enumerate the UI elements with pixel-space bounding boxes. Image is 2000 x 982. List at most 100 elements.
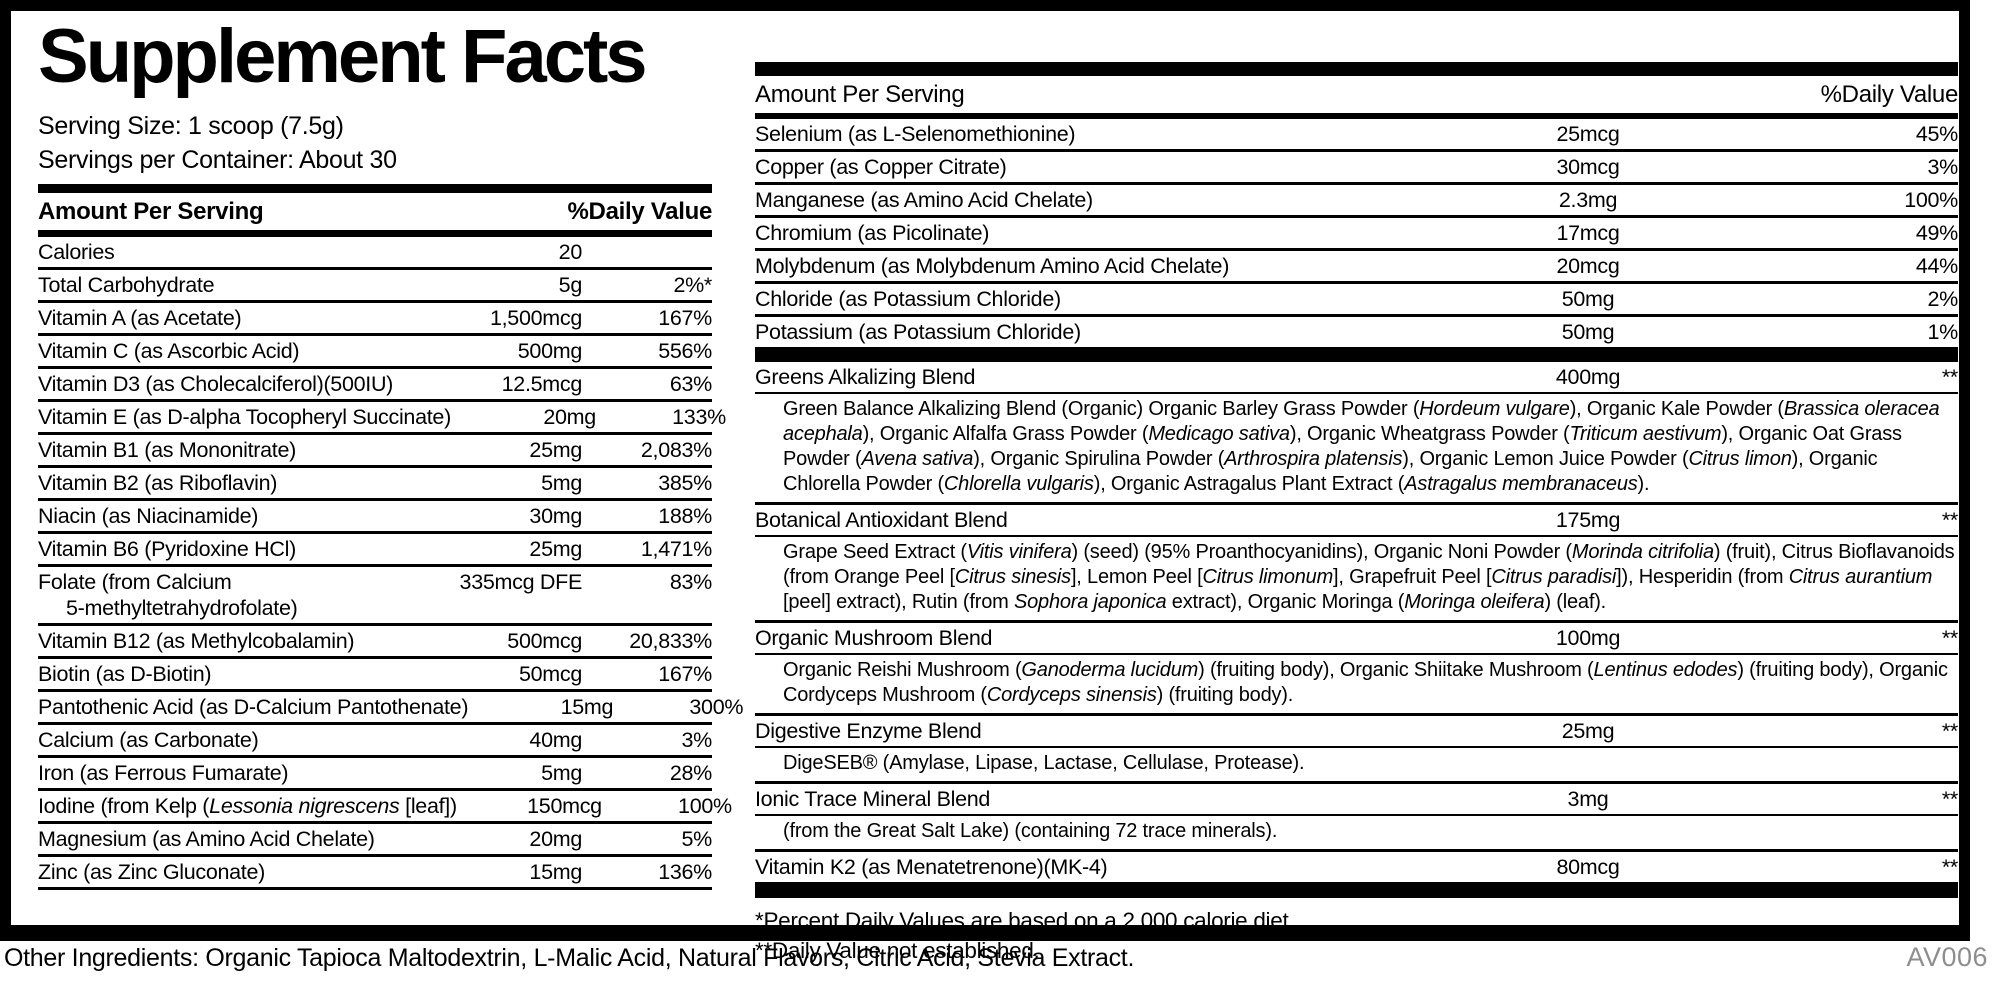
label-frame (0, 0, 1970, 941)
ingredient-daily-value: 100% (678, 794, 732, 819)
thick-divider (755, 885, 1958, 898)
ingredient-daily-value: 385% (658, 471, 712, 496)
ingredient-amount: 3mg (1567, 787, 1609, 811)
blend-description: (from the Great Salt Lake) (containing 7… (755, 816, 1958, 852)
ingredient-amount: 25mcg (1556, 122, 1620, 146)
ingredient-daily-value: ** (1941, 855, 1958, 879)
header-daily-value: %Daily Value (567, 198, 713, 226)
thick-divider (755, 62, 1958, 76)
table-row: Vitamin D3 (as Cholecalciferol)(500IU) 12… (38, 369, 712, 403)
right-nutrient-table: Selenium (as L-Selenomethionine) 25mcg 45%… (755, 119, 1958, 350)
table-row: Botanical Antioxidant Blend 175mg ** (755, 505, 1958, 537)
blend-description: Organic Reishi Mushroom (Ganoderma lucid… (755, 655, 1958, 716)
table-row: Niacin (as Niacinamide) 30mg 188% (38, 501, 712, 535)
ingredient-daily-value: 44% (1915, 254, 1958, 278)
ingredient-name: Vitamin B12 (as Methylcobalamin) (38, 629, 355, 654)
ingredient-amount: 25mg (529, 438, 582, 463)
table-row: Molybdenum (as Molybdenum Amino Acid Che… (755, 251, 1958, 284)
ingredient-amount: 50mg (1561, 320, 1615, 344)
ingredient-amount: 12.5mcg (501, 372, 583, 397)
ingredient-amount: 50mg (1561, 287, 1615, 311)
left-nutrient-table: Calories 20 Total Carbohydrate 5g 2%* Vitamin… (38, 237, 743, 891)
ingredient-name: Botanical Antioxidant Blend (755, 508, 1008, 532)
table-row: Magnesium (as Amino Acid Chelate) 20mg 5% (38, 824, 713, 858)
ingredient-amount: 20mg (529, 827, 582, 852)
thick-divider (38, 230, 712, 238)
ingredient-name: Greens Alkalizing Blend (755, 365, 976, 389)
ingredient-daily-value: 45% (1915, 122, 1958, 146)
ingredient-amount: 500mcg (507, 629, 582, 654)
ingredient-name: Ionic Trace Mineral Blend (755, 787, 991, 811)
ingredient-amount: 30mcg (1556, 155, 1620, 179)
ingredient-name: Molybdenum (as Molybdenum Amino Acid Che… (755, 254, 1230, 278)
header-daily-value: %Daily Value (1820, 81, 1959, 108)
ingredient-daily-value: 556% (658, 339, 712, 364)
table-row: Biotin (as D-Biotin) 50mcg 167% (38, 659, 712, 693)
ingredient-daily-value: 2% (1927, 287, 1959, 311)
ingredient-daily-value: ** (1941, 365, 1958, 389)
table-row: Vitamin C (as Ascorbic Acid) 500mg 556% (38, 336, 712, 370)
ingredient-daily-value: 1,471% (640, 537, 712, 562)
ingredient-amount: 500mg (517, 339, 583, 364)
ingredient-amount: 175mg (1555, 508, 1621, 532)
ingredient-daily-value: ** (1941, 508, 1958, 532)
ingredient-name: Digestive Enzyme Blend (755, 719, 982, 743)
ingredient-name: Copper (as Copper Citrate) (755, 155, 1007, 179)
ingredient-daily-value: 100% (1904, 188, 1958, 212)
table-row: Vitamin B6 (Pyridoxine HCl) 25mg 1,471% (38, 534, 712, 568)
table-row: Zinc (as Zinc Gluconate) 15mg 136% (38, 857, 712, 891)
thick-divider (38, 184, 712, 194)
table-row: Digestive Enzyme Blend 25mg ** (755, 716, 1958, 748)
left-table-header: Amount Per Serving %Daily Value (38, 193, 712, 230)
table-row: Ionic Trace Mineral Blend 3mg ** (755, 784, 1958, 816)
ingredient-amount: 5g (558, 273, 583, 298)
ingredient-daily-value: 300% (689, 695, 744, 720)
ingredient-name: Vitamin B6 (Pyridoxine HCl) (38, 537, 296, 562)
ingredient-amount: 5mg (541, 761, 582, 786)
ingredient-amount: 25mg (529, 537, 582, 562)
table-row: Calories 20 (38, 237, 712, 271)
ingredient-name: Selenium (as L-Selenomethionine) (755, 122, 1076, 146)
ingredient-daily-value: ** (1941, 719, 1958, 743)
header-amount-per-serving: Amount Per Serving (38, 198, 264, 226)
ingredient-amount: 335mcg DFE (459, 570, 583, 595)
serving-size: Serving Size: 1 scoop (7.5g) (38, 112, 344, 141)
ingredient-name: Pantothenic Acid (as D-Calcium Pantothen… (38, 695, 469, 720)
header-amount-per-serving: Amount Per Serving (755, 81, 965, 108)
ingredient-daily-value: 28% (669, 761, 712, 786)
ingredient-daily-value: 1% (1927, 320, 1959, 344)
ingredient-daily-value: 188% (658, 504, 712, 529)
ingredient-amount: 15mg (529, 860, 582, 885)
ingredient-daily-value: 167% (658, 662, 712, 687)
thick-divider (755, 113, 1958, 119)
product-code: AV006 (1906, 942, 1988, 972)
ingredient-amount: 20mg (543, 405, 596, 430)
table-row: Vitamin K2 (as Menatetrenone)(MK-4) 80mcg… (755, 852, 1958, 885)
ingredient-daily-value: 5% (681, 827, 713, 852)
table-row: Chromium (as Picolinate) 17mcg 49% (755, 218, 1958, 251)
other-ingredients: Other Ingredients: Organic Tapioca Malto… (4, 944, 1135, 972)
ingredient-name: Vitamin D3 (as Cholecalciferol)(500IU) (38, 372, 394, 397)
ingredient-amount: 30mg (529, 504, 582, 529)
table-row: Organic Mushroom Blend 100mg ** (755, 623, 1958, 655)
ingredient-amount: 15mg (560, 695, 614, 720)
thick-divider (755, 350, 1958, 362)
ingredient-daily-value: 133% (672, 405, 726, 430)
ingredient-name: Folate (from Calcium 5-methyltetrahydrofo… (38, 570, 298, 621)
serving-info: Serving Size: 1 scoop (7.5g) Servings pe… (38, 110, 712, 177)
ingredient-daily-value: 2,083% (640, 438, 712, 463)
ingredient-amount: 17mcg (1556, 221, 1620, 245)
ingredient-name: Chromium (as Picolinate) (755, 221, 990, 245)
footnote-not-established: **Daily Value not established. (755, 938, 1040, 963)
table-row: Iodine (from Kelp (Lessonia nigrescens [… (38, 791, 732, 825)
ingredient-name: Total Carbohydrate (38, 273, 215, 298)
ingredient-amount: 20 (558, 240, 583, 265)
ingredient-amount: 25mg (1561, 719, 1615, 743)
ingredient-name: Vitamin E (as D-alpha Tocopheryl Succina… (38, 405, 451, 430)
table-row: Vitamin A (as Acetate) 1,500mcg 167% (38, 303, 712, 337)
blend-description: DigeSEB® (Amylase, Lipase, Lactase, Cell… (755, 748, 1958, 784)
ingredient-name: Organic Mushroom Blend (755, 626, 993, 650)
ingredient-name: Niacin (as Niacinamide) (38, 504, 259, 529)
table-row: Vitamin B1 (as Mononitrate) 25mg 2,083% (38, 435, 712, 469)
ingredient-name: Calories (38, 240, 115, 265)
